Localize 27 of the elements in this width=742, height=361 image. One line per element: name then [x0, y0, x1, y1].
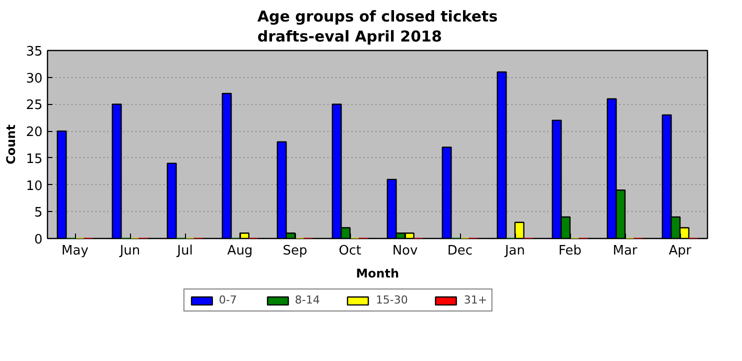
y-tick-label: 20 — [26, 125, 43, 140]
x-tick-label: Feb — [558, 244, 582, 258]
y-tick-label: 0 — [34, 232, 43, 248]
legend-label: 8-14 — [294, 294, 320, 306]
chart-title: Age groups of closed tickets drafts-eval April 2018 — [257, 8, 498, 46]
y-tick-label: 5 — [34, 206, 43, 221]
y-tick-label: 10 — [26, 178, 43, 194]
legend-label: 15-30 — [376, 294, 408, 306]
x-tick-label: Jul — [176, 244, 193, 258]
x-tick-label: Oct — [338, 244, 362, 258]
x-tick-label: Sep — [282, 244, 308, 258]
x-tick-label: Jan — [504, 244, 526, 258]
legend-label: 0-7 — [218, 294, 238, 306]
x-axis-title: Month — [356, 266, 400, 280]
x-tick-label: Aug — [227, 244, 253, 258]
legend-label: 31+ — [464, 294, 488, 306]
y-tick-label: 15 — [26, 152, 43, 167]
y-axis-title: Count — [4, 124, 18, 164]
x-tick-label: Nov — [392, 244, 418, 258]
x-tick-label: Jun — [118, 244, 140, 258]
y-tick-label: 30 — [26, 71, 43, 86]
x-tick-label: Dec — [447, 244, 473, 258]
y-tick-label: 35 — [26, 44, 43, 60]
x-tick-label: Apr — [668, 244, 692, 258]
y-tick-label: 25 — [26, 98, 43, 114]
x-tick-label: Mar — [612, 244, 638, 258]
x-tick-label: May — [62, 244, 89, 258]
